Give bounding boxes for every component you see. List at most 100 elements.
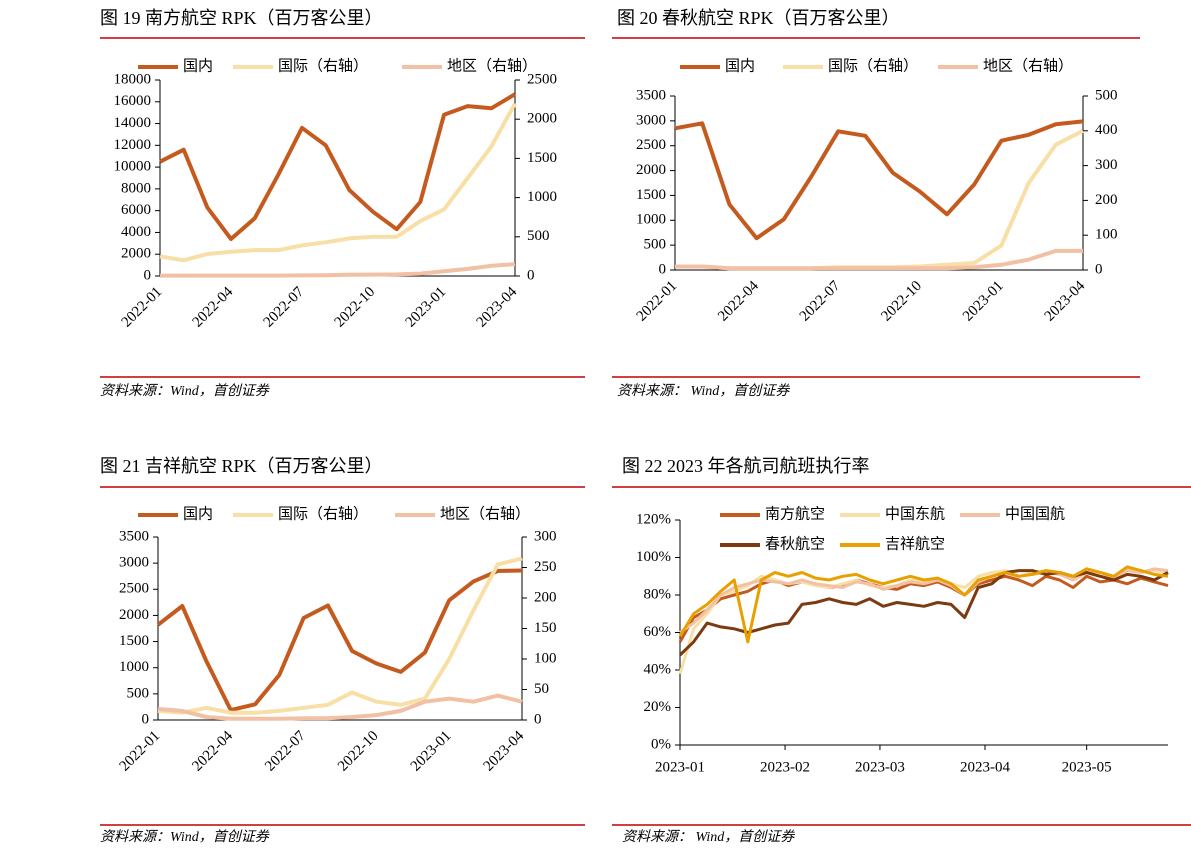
y-tick-label: 2500	[636, 137, 666, 153]
y2-tick-label: 2500	[527, 71, 557, 87]
y2-tick-label: 50	[534, 681, 549, 697]
y-tick-label: 8000	[121, 180, 151, 196]
source-note: 资料来源：Wind，首创证券	[100, 829, 270, 845]
legend-label: 南方航空	[765, 505, 825, 522]
y-tick-label: 1500	[636, 187, 666, 203]
y2-tick-label: 100	[1095, 227, 1118, 243]
y2-tick-label: 500	[527, 228, 550, 244]
y2-tick-label: 2000	[527, 111, 557, 127]
x-tick-label: 2022-10	[878, 278, 925, 325]
y2-tick-label: 1500	[527, 150, 557, 166]
x-tick-label: 2023-01	[960, 278, 1007, 325]
y-tick-label: 4000	[121, 224, 151, 240]
y2-tick-label: 250	[534, 559, 557, 575]
x-tick-label: 2022-10	[332, 284, 379, 331]
y2-tick-label: 150	[534, 620, 557, 636]
y2-tick-label: 200	[1095, 192, 1118, 208]
figure-title: 图 21 吉祥航空 RPK（百万客公里）	[100, 456, 383, 476]
series-line	[159, 92, 517, 241]
y2-tick-label: 200	[534, 589, 557, 605]
legend-label: 地区（右轴）	[447, 57, 537, 74]
legend-label: 中国东航	[885, 505, 945, 522]
x-tick-label: 2023-04	[1042, 278, 1089, 325]
y-tick-label: 12000	[114, 137, 152, 153]
legend-label: 国际（右轴）	[828, 57, 918, 74]
y-tick-label: 60%	[644, 624, 672, 640]
y-tick-label: 0%	[651, 736, 671, 752]
y-tick-label: 2500	[119, 581, 149, 597]
x-tick-label: 2022-01	[634, 278, 681, 325]
y2-tick-label: 300	[1095, 157, 1118, 173]
y-tick-label: 16000	[114, 93, 152, 109]
y2-tick-label: 0	[527, 267, 535, 283]
y2-tick-label: 500	[1095, 87, 1118, 103]
series-line	[678, 569, 1169, 657]
x-tick-label: 2023-04	[960, 759, 1010, 775]
y2-tick-label: 0	[1095, 261, 1103, 277]
y2-tick-label: 100	[534, 650, 557, 666]
source-note: 资料来源： Wind，首创证券	[617, 383, 790, 399]
legend-label: 吉祥航空	[885, 535, 945, 552]
legend-label: 国际（右轴）	[278, 505, 368, 522]
x-tick-label: 2022-07	[261, 284, 308, 331]
legend-label: 国际（右轴）	[278, 57, 368, 74]
x-tick-label: 2023-01	[408, 728, 455, 775]
y-tick-label: 1500	[119, 633, 149, 649]
x-tick-label: 2023-04	[481, 728, 528, 775]
y-tick-label: 18000	[114, 71, 152, 87]
y-tick-label: 500	[644, 237, 667, 253]
y-tick-label: 3000	[636, 112, 666, 128]
series-line	[159, 102, 517, 263]
y-tick-label: 1000	[636, 212, 666, 228]
legend-label: 地区（右轴）	[440, 505, 530, 522]
x-tick-label: 2022-07	[262, 728, 309, 775]
figure-title: 图 22 2023 年各航司航班执行率	[622, 456, 870, 476]
series-line	[157, 693, 523, 721]
y-tick-label: 2000	[119, 607, 149, 623]
x-tick-label: 2022-01	[117, 728, 164, 775]
y-tick-label: 3500	[119, 528, 149, 544]
y-tick-label: 0	[144, 267, 152, 283]
y-tick-label: 14000	[114, 115, 152, 131]
x-tick-label: 2023-05	[1062, 759, 1112, 775]
legend-label: 春秋航空	[765, 535, 825, 552]
x-tick-label: 2022-04	[190, 284, 237, 331]
x-tick-label: 2023-02	[760, 759, 810, 775]
x-tick-label: 2022-10	[335, 728, 382, 775]
x-tick-label: 2022-01	[119, 284, 166, 331]
series-line	[678, 565, 1169, 644]
source-note: 资料来源：Wind，首创证券	[100, 383, 270, 399]
legend-label: 地区（右轴）	[983, 57, 1073, 74]
series-line	[674, 119, 1084, 241]
x-tick-label: 2023-01	[655, 759, 705, 775]
x-tick-label: 2022-04	[715, 278, 762, 325]
y-tick-label: 3500	[636, 87, 666, 103]
figure-title: 图 20 春秋航空 RPK（百万客公里）	[617, 8, 900, 28]
x-tick-label: 2023-04	[474, 284, 521, 331]
y-tick-label: 2000	[636, 162, 666, 178]
x-tick-label: 2023-01	[403, 284, 450, 331]
y-tick-label: 500	[127, 685, 150, 701]
y-tick-label: 10000	[114, 159, 152, 175]
series-line	[160, 262, 516, 278]
y-tick-label: 6000	[121, 202, 151, 218]
y2-tick-label: 1000	[527, 189, 557, 205]
y2-tick-label: 400	[1095, 122, 1118, 138]
y-tick-label: 3000	[119, 555, 149, 571]
y-tick-label: 2000	[121, 246, 151, 262]
series-line	[675, 248, 1083, 271]
x-tick-label: 2022-07	[797, 278, 844, 325]
y2-tick-label: 0	[534, 711, 542, 727]
legend-label: 中国国航	[1005, 505, 1065, 522]
y-tick-label: 40%	[644, 661, 672, 677]
y-tick-label: 120%	[636, 511, 671, 527]
y-tick-label: 80%	[644, 586, 672, 602]
series-line	[157, 556, 523, 715]
y-tick-label: 0	[659, 261, 667, 277]
series-line	[156, 568, 523, 713]
series-line	[678, 567, 1169, 675]
x-tick-label: 2023-03	[855, 759, 905, 775]
y-tick-label: 1000	[119, 659, 149, 675]
y-tick-label: 0	[142, 711, 150, 727]
